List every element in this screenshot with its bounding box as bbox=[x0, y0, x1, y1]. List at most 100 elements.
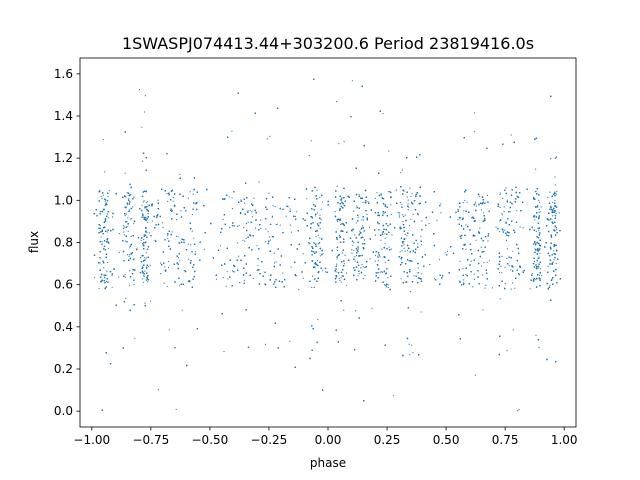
data-point bbox=[517, 410, 519, 412]
data-point bbox=[537, 267, 539, 269]
data-point bbox=[170, 209, 172, 211]
data-point bbox=[191, 230, 193, 232]
data-point bbox=[410, 195, 412, 197]
data-point bbox=[269, 239, 271, 241]
data-point bbox=[124, 215, 126, 217]
data-point bbox=[385, 271, 387, 273]
data-point bbox=[465, 274, 467, 276]
data-point bbox=[481, 265, 483, 267]
data-point bbox=[123, 227, 125, 230]
data-point bbox=[406, 235, 408, 237]
data-point bbox=[313, 278, 315, 281]
data-point bbox=[381, 248, 383, 250]
data-point bbox=[475, 205, 477, 207]
data-point bbox=[319, 237, 321, 239]
data-point bbox=[402, 221, 404, 223]
data-point bbox=[421, 273, 423, 275]
data-point bbox=[194, 251, 196, 253]
data-point bbox=[550, 235, 553, 237]
data-point bbox=[102, 138, 104, 141]
data-point bbox=[367, 201, 369, 203]
data-point bbox=[440, 212, 442, 214]
data-point bbox=[336, 220, 339, 222]
data-point bbox=[397, 212, 399, 214]
data-point bbox=[399, 202, 401, 204]
data-point bbox=[166, 285, 168, 287]
data-point bbox=[175, 235, 178, 237]
data-point bbox=[167, 267, 170, 269]
data-point bbox=[127, 230, 129, 232]
data-point bbox=[191, 213, 193, 216]
data-point bbox=[107, 261, 109, 264]
data-point bbox=[531, 272, 534, 275]
data-point bbox=[112, 216, 114, 218]
data-point bbox=[353, 249, 355, 252]
data-point bbox=[400, 172, 402, 174]
data-point bbox=[535, 168, 537, 170]
data-point bbox=[377, 259, 379, 262]
data-point bbox=[251, 216, 254, 218]
data-point bbox=[341, 197, 343, 199]
data-point bbox=[171, 231, 173, 233]
data-point bbox=[412, 352, 414, 354]
data-point bbox=[104, 277, 106, 279]
data-point bbox=[227, 278, 229, 280]
data-point bbox=[147, 213, 149, 215]
data-point bbox=[129, 270, 131, 272]
data-point bbox=[223, 350, 225, 353]
data-points bbox=[93, 78, 562, 412]
data-point bbox=[142, 241, 145, 243]
data-point bbox=[529, 288, 531, 290]
data-point bbox=[380, 193, 382, 195]
data-point bbox=[491, 287, 493, 289]
data-point bbox=[408, 224, 411, 227]
data-point bbox=[534, 219, 536, 221]
data-point bbox=[319, 214, 321, 216]
data-point bbox=[547, 196, 549, 199]
data-point bbox=[408, 343, 410, 345]
data-point bbox=[222, 219, 224, 221]
data-point bbox=[536, 249, 538, 251]
data-point bbox=[462, 268, 464, 270]
data-point bbox=[411, 193, 413, 195]
data-point bbox=[124, 276, 127, 278]
data-point bbox=[420, 311, 422, 313]
data-point bbox=[417, 243, 419, 245]
data-point bbox=[321, 201, 324, 203]
data-point bbox=[308, 154, 310, 157]
data-point bbox=[180, 210, 182, 212]
data-point bbox=[398, 216, 401, 218]
data-point bbox=[274, 206, 276, 208]
data-point bbox=[366, 213, 368, 215]
data-point bbox=[499, 298, 501, 300]
data-point bbox=[382, 112, 384, 115]
data-point bbox=[125, 196, 127, 198]
data-point bbox=[356, 205, 358, 207]
data-point bbox=[175, 408, 177, 410]
data-point bbox=[475, 239, 477, 241]
data-point bbox=[107, 217, 109, 219]
data-point bbox=[311, 275, 314, 277]
data-point bbox=[554, 176, 556, 178]
data-point bbox=[351, 249, 353, 251]
data-point bbox=[488, 260, 490, 262]
data-point bbox=[363, 219, 365, 221]
data-point bbox=[269, 135, 271, 137]
data-point bbox=[510, 269, 512, 271]
data-point bbox=[296, 211, 298, 213]
data-point bbox=[553, 250, 555, 252]
data-point bbox=[180, 216, 182, 218]
data-point bbox=[438, 259, 441, 261]
data-point bbox=[357, 250, 359, 252]
data-point bbox=[147, 206, 149, 208]
data-point bbox=[187, 243, 189, 245]
data-point bbox=[457, 209, 459, 211]
data-point bbox=[532, 243, 535, 245]
data-point bbox=[298, 289, 300, 291]
data-point bbox=[244, 202, 246, 204]
data-point bbox=[364, 274, 366, 276]
data-point bbox=[504, 266, 506, 268]
data-point bbox=[474, 374, 476, 376]
data-point bbox=[386, 286, 388, 288]
